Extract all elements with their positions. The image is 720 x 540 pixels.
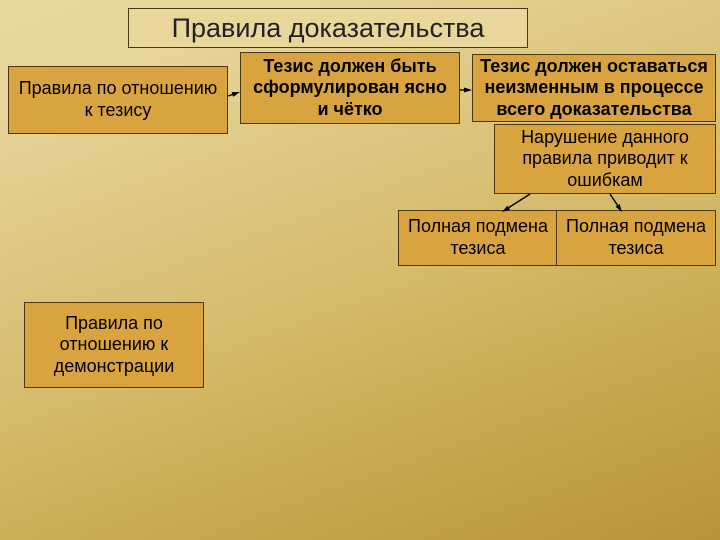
node-substitution-2: Полная подмена тезиса xyxy=(556,210,716,266)
node-thesis-clear: Тезис должен быть сформулирован ясно и ч… xyxy=(240,52,460,124)
node-thesis-stable: Тезис должен оставаться неизменным в про… xyxy=(472,54,716,122)
slide-canvas: Правила доказательства Правила по отноше… xyxy=(0,0,720,540)
node-rules-demo: Правила по отношению к демонстрации xyxy=(24,302,204,388)
node-violation: Нарушение данного правила приводит к оши… xyxy=(494,124,716,194)
node-rules-thesis: Правила по отношению к тезису xyxy=(8,66,228,134)
node-substitution-1: Полная подмена тезиса xyxy=(398,210,558,266)
diagram-title: Правила доказательства xyxy=(128,8,528,48)
